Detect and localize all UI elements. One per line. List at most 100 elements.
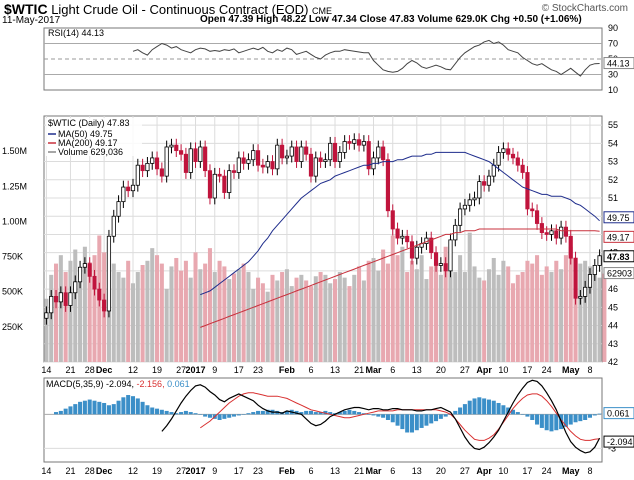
price-candle: [275, 144, 280, 170]
volume-bar: [366, 260, 371, 362]
price-candle: [299, 146, 304, 162]
macd-histogram-bar: [554, 414, 559, 431]
price-candle: [304, 146, 309, 155]
price-candle: [520, 164, 525, 173]
volume-last-value-box: [603, 267, 634, 280]
volume-bar: [92, 255, 97, 362]
volume-bar: [169, 266, 174, 362]
rsi-panel-frame: [43, 27, 603, 91]
volume-bar: [409, 260, 415, 362]
macd-x-tick-label: 14: [41, 466, 51, 476]
price-candle: [164, 146, 169, 177]
macd-x-tick-label: 21: [65, 466, 75, 476]
volume-bar: [385, 263, 390, 362]
price-candle: [111, 215, 116, 237]
volume-bar: [82, 246, 87, 362]
macd-histogram-bar: [73, 404, 78, 415]
volume-bar: [376, 270, 381, 362]
price-tick-label: 42: [608, 357, 618, 367]
macd-signal-line: [200, 392, 600, 441]
macd-histogram-bar: [381, 414, 386, 418]
volume-bar: [568, 246, 573, 362]
macd-histogram-bar: [520, 414, 525, 415]
volume-bar: [111, 263, 116, 362]
macd-histogram-bar: [63, 408, 68, 415]
volume-last-value: 62903: [607, 269, 632, 279]
macd-x-tick-label: 6: [308, 466, 313, 476]
price-candle: [438, 263, 443, 266]
price-candle: [270, 161, 275, 170]
volume-bar: [179, 270, 184, 362]
volume-bar: [275, 280, 280, 362]
volume-bar: [116, 272, 121, 362]
price-candle: [154, 157, 160, 170]
macd-histogram-bar: [188, 412, 193, 415]
price-x-tick-label: 12: [128, 365, 138, 375]
rsi-tick-label: 90: [608, 23, 618, 33]
volume-bar: [544, 266, 549, 362]
price-candle: [130, 184, 136, 192]
price-candle: [482, 181, 487, 186]
price-candle: [246, 159, 251, 164]
volume-bar: [313, 276, 318, 362]
price-candle: [554, 230, 559, 239]
price-candle: [381, 146, 386, 161]
volume-bar: [294, 277, 299, 362]
volume-bar: [44, 298, 49, 362]
price-candle: [486, 175, 492, 186]
price-candle: [525, 172, 530, 210]
volume-bar: [405, 272, 410, 362]
volume-bar: [357, 266, 362, 362]
macd-x-tick-label: 23: [253, 466, 263, 476]
macd-line: [161, 379, 601, 454]
macd-last-value-box: [603, 407, 634, 420]
volume-tick-label: 250K: [2, 322, 23, 332]
rsi-title: RSI(14) 44.13: [48, 28, 104, 38]
rsi-line: [132, 39, 600, 77]
macd-histogram-bar: [299, 412, 304, 415]
price-candle: [448, 239, 453, 272]
volume-bar: [597, 277, 602, 362]
macd-histogram-bar: [203, 414, 208, 417]
macd-histogram-bar: [183, 410, 188, 415]
price-x-tick-label: 27: [176, 365, 186, 375]
price-x-tick-label: 9: [212, 365, 217, 375]
price-candle: [395, 228, 400, 239]
volume-bar: [539, 274, 544, 362]
ma200-line: [200, 228, 600, 328]
price-candle: [352, 139, 357, 144]
volume-bar: [578, 263, 583, 362]
price-tick-label: 44: [608, 321, 618, 331]
price-candle: [347, 141, 352, 144]
macd-histogram-bar: [583, 414, 588, 420]
price-candle: [260, 164, 265, 168]
volume-bar: [256, 277, 261, 362]
volume-bar: [164, 288, 169, 362]
macd-histogram-bar: [568, 414, 573, 425]
macd-x-tick-label: 27: [176, 466, 186, 476]
macd-histogram-bar: [352, 410, 357, 415]
price-candle: [251, 150, 256, 161]
price-candle: [361, 141, 366, 146]
price-x-tick-label: 20: [436, 365, 446, 375]
price-candle: [366, 141, 371, 170]
macd-histogram-bar: [284, 410, 289, 415]
macd-histogram-bar: [145, 405, 150, 415]
macd-x-tick-label: May: [562, 466, 580, 476]
volume-bar: [361, 280, 366, 362]
price-candle: [198, 146, 203, 162]
volume-bar: [424, 279, 429, 362]
macd-histogram-bar: [342, 410, 347, 415]
price-candle: [530, 208, 535, 212]
price-candle: [207, 170, 213, 199]
macd-x-tick-label: 9: [212, 466, 217, 476]
volume-bar: [328, 283, 333, 362]
macd-histogram-bar: [578, 414, 583, 422]
macd-histogram-bar: [308, 410, 313, 415]
price-x-tick-label: 10: [498, 365, 508, 375]
volume-bar: [333, 279, 338, 362]
macd-histogram-bar: [106, 405, 111, 415]
price-candle: [68, 292, 73, 306]
macd-histogram-bar: [587, 414, 592, 418]
volume-bar: [342, 277, 347, 362]
